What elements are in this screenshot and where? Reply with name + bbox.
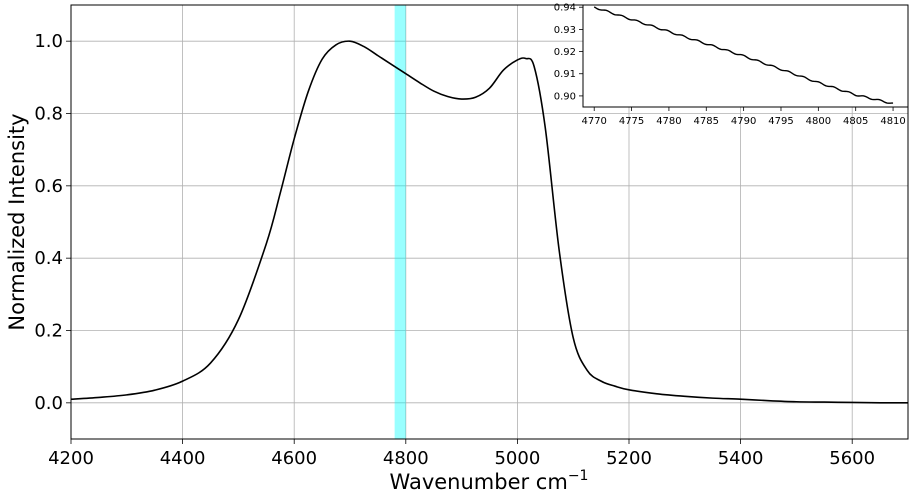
inset-y-tick-label: 0.92 [554,47,576,58]
inset-x-tick-label: 4810 [880,116,905,127]
spectrum-line [70,40,909,404]
x-tick-label: 5400 [718,448,764,469]
main-plot-frame [70,4,909,440]
x-axis-label-superscript: −1 [568,468,589,484]
inset-x-tick-label: 4790 [731,116,756,127]
inset-y-ticks: 0.90 0.91 0.92 0.93 0.94 [554,3,583,102]
y-axis-label: Normalized Intensity [5,113,29,330]
x-tick-label: 4400 [160,448,206,469]
y-tick-label: 0.6 [34,176,63,197]
x-tick-label: 5600 [829,448,875,469]
inset-y-tick-label: 0.91 [554,69,576,80]
x-tick-label: 5000 [494,448,540,469]
inset-x-tick-label: 4805 [843,116,868,127]
x-axis-label-text: Wavenumber cm [390,470,568,494]
inset-chart: 4770 4775 4780 4785 4790 4795 4800 4805 4810 0.9… [554,3,909,127]
y-tick-label: 0.8 [34,104,63,125]
inset-spectrum-line [593,6,894,104]
y-tick-label: 0.4 [34,248,63,269]
inset-x-tick-label: 4785 [694,116,719,127]
inset-x-tick-label: 4795 [768,116,793,127]
inset-y-tick-label: 0.90 [554,91,576,102]
main-y-ticks: 0.0 0.2 0.4 0.6 0.8 1.0 [34,31,71,414]
inset-x-tick-label: 4800 [806,116,831,127]
inset-x-tick-label: 4770 [581,116,606,127]
x-tick-label: 5200 [606,448,652,469]
x-tick-label: 4800 [383,448,429,469]
inset-y-tick-label: 0.93 [554,25,576,36]
inset-x-tick-label: 4780 [656,116,681,127]
y-tick-label: 0.2 [34,321,63,342]
inset-y-tick-label: 0.94 [554,3,576,14]
highlight-band-group [394,5,406,439]
inset-series-group [593,6,894,104]
main-x-ticks: 4200 4400 4600 4800 5000 5200 5400 5600 [48,439,875,469]
inset-x-tick-label: 4775 [619,116,644,127]
x-axis-label: Wavenumber cm−1 [390,468,589,494]
y-tick-label: 0.0 [34,393,63,414]
x-tick-label: 4200 [48,448,94,469]
x-tick-label: 4600 [271,448,317,469]
highlight-band [394,5,406,439]
inset-x-ticks: 4770 4775 4780 4785 4790 4795 4800 4805 4810 [581,107,906,127]
y-tick-label: 1.0 [34,31,63,52]
inset-plot-frame [582,4,909,108]
main-series-group [70,40,909,404]
